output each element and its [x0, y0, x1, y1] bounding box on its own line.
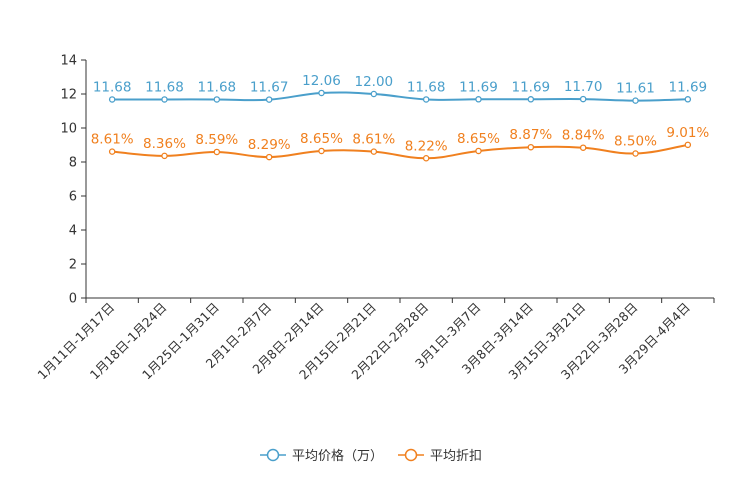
series-layer: 11.68 11.68 11.68 11.67 12.06 12.00 11.68 11.69… — [91, 73, 709, 162]
y-tick-label: 8 — [69, 156, 77, 171]
data-point — [422, 155, 430, 162]
y-tick-label: 14 — [60, 54, 77, 69]
legend-marker — [404, 448, 418, 462]
legend-label: 平均价格（万） — [292, 448, 383, 464]
data-label: 8.61% — [91, 132, 134, 148]
series-line — [112, 91, 688, 102]
data-label: 11.69 — [459, 79, 498, 95]
data-label: 8.29% — [248, 137, 291, 153]
data-point — [318, 147, 325, 155]
data-label: 11.68 — [407, 79, 446, 95]
data-label: 8.50% — [614, 134, 657, 150]
data-point — [161, 96, 168, 103]
legend-item-2[interactable]: 平均折扣 — [398, 448, 482, 464]
legend-item-1[interactable]: 平均价格（万） — [260, 448, 383, 464]
data-label: 8.65% — [300, 131, 343, 147]
data-point — [684, 96, 692, 103]
data-point — [265, 153, 273, 161]
data-point — [108, 96, 116, 103]
data-label: 8.36% — [143, 136, 186, 152]
data-point — [213, 148, 221, 156]
data-point — [475, 147, 482, 155]
data-point — [475, 96, 482, 103]
data-label: 8.87% — [509, 127, 552, 143]
data-label: 11.67 — [250, 80, 289, 96]
data-point — [161, 152, 168, 160]
data-point — [632, 97, 639, 104]
data-label: 9.01% — [666, 125, 709, 141]
legend[interactable]: 平均价格（万） 平均折扣 — [260, 448, 482, 464]
data-point — [684, 141, 692, 149]
data-label: 11.68 — [198, 79, 237, 95]
data-point — [527, 96, 535, 103]
data-point — [318, 89, 325, 97]
data-label: 8.59% — [195, 132, 238, 148]
data-point — [213, 96, 221, 103]
y-tick-label: 12 — [60, 88, 77, 103]
legend-marker — [266, 448, 280, 462]
data-label: 8.65% — [457, 131, 500, 147]
data-label: 11.68 — [93, 79, 132, 95]
y-tick-label: 2 — [69, 258, 77, 273]
y-tick-label: 6 — [69, 190, 77, 205]
data-point — [370, 90, 378, 98]
data-point — [265, 96, 273, 103]
data-label: 8.84% — [562, 128, 605, 144]
data-point — [632, 150, 639, 157]
data-label: 12.00 — [355, 74, 394, 90]
data-label: 11.70 — [564, 79, 603, 95]
data-point — [579, 95, 587, 103]
data-label: 11.61 — [616, 81, 655, 97]
y-tick-label: 0 — [69, 292, 77, 307]
data-label: 11.68 — [145, 79, 184, 95]
data-point — [108, 148, 116, 155]
data-point — [579, 144, 587, 151]
data-label: 8.61% — [352, 132, 395, 148]
data-label: 8.22% — [405, 138, 448, 154]
data-point — [527, 143, 535, 151]
x-axis: 1月11日-1月17日1月18日-1月24日1月25日-1月31日2月1日-2月… — [34, 297, 715, 382]
series-line — [112, 143, 688, 160]
series-2: 8.61% 8.36% 8.59% 8.29% 8.65% 8.61% 8.22% 8.65%… — [91, 125, 709, 162]
y-tick-label: 4 — [69, 224, 77, 239]
y-axis: 0 2 4 6 8 10 12 14 — [60, 54, 87, 307]
y-tick-label: 10 — [60, 122, 77, 137]
data-label: 11.69 — [669, 79, 708, 95]
data-point — [370, 148, 378, 155]
legend-label: 平均折扣 — [430, 449, 482, 464]
series-1: 11.68 11.68 11.68 11.67 12.06 12.00 11.68 11.69… — [93, 73, 708, 104]
data-label: 12.06 — [302, 73, 341, 89]
data-point — [422, 96, 430, 103]
data-label: 11.69 — [512, 79, 551, 95]
